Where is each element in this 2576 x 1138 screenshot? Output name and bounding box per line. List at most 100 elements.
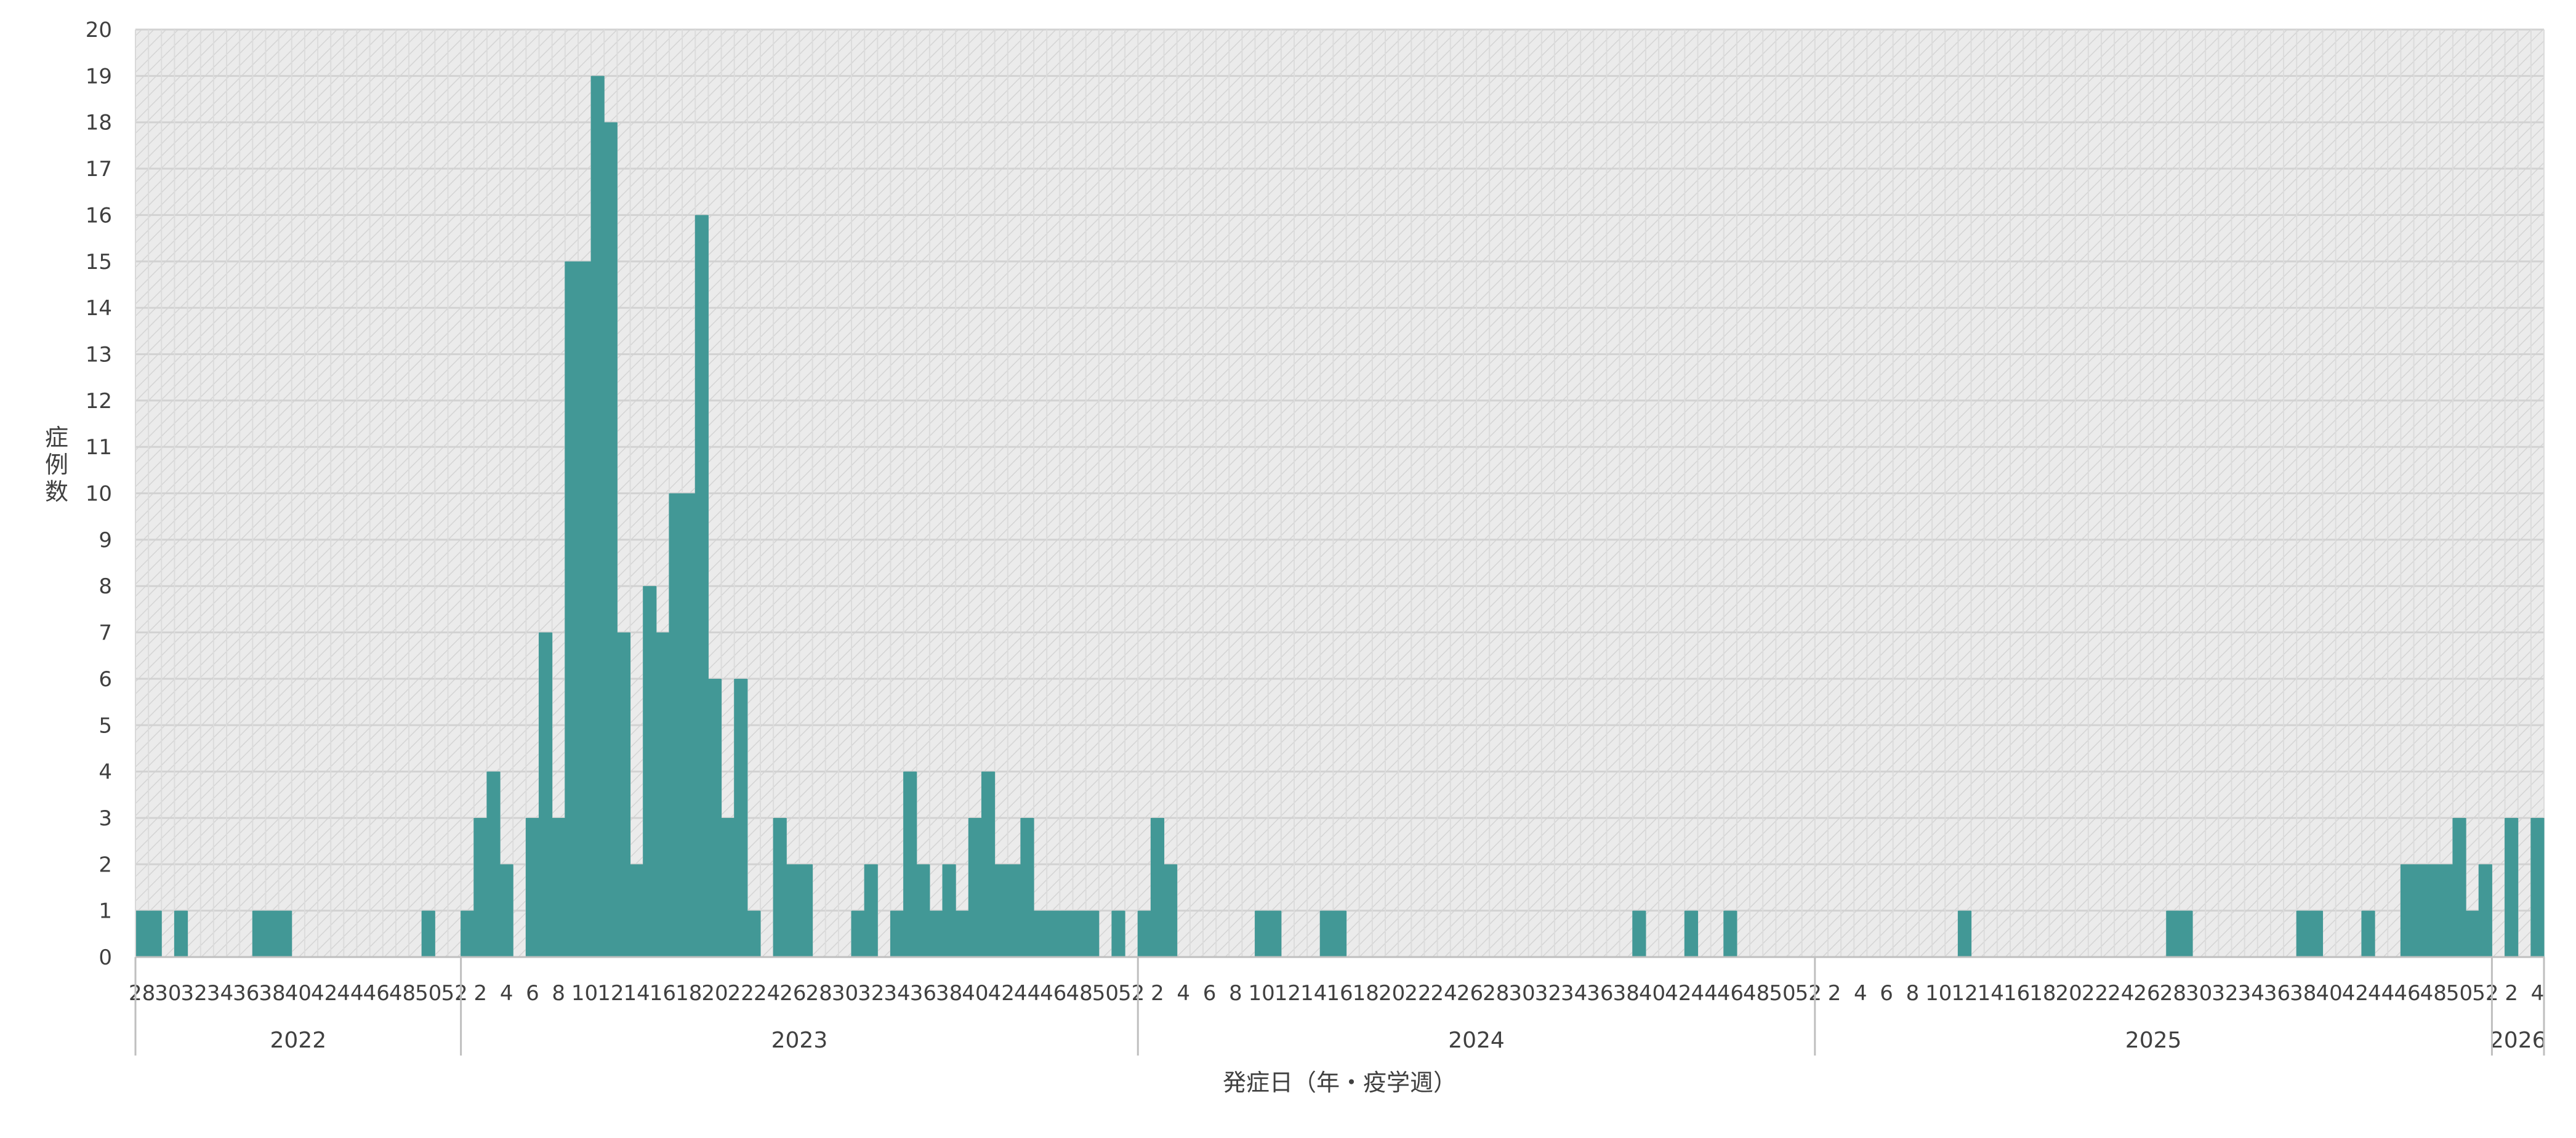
x-tick-label: 16 <box>2003 981 2030 1006</box>
x-tick-label: 24 <box>2107 981 2134 1006</box>
x-tick-label: 2 <box>1828 981 1841 1006</box>
x-tick-label: 16 <box>1326 981 1353 1006</box>
x-tick-label: 18 <box>2029 981 2056 1006</box>
bar <box>2478 864 2492 957</box>
bar <box>734 678 748 957</box>
bar <box>2505 817 2519 957</box>
bar <box>864 864 878 957</box>
bar <box>616 632 631 957</box>
x-tick-label: 38 <box>2290 981 2316 1006</box>
bar <box>656 632 670 957</box>
x-tick-label: 42 <box>311 981 337 1006</box>
x-tick-label: 28 <box>1483 981 1509 1006</box>
bar <box>473 817 488 957</box>
x-tick-label: 34 <box>2238 981 2264 1006</box>
bar <box>499 864 513 957</box>
x-tick-label: 46 <box>363 981 390 1006</box>
bar <box>903 771 917 957</box>
x-tick-label: 32 <box>1535 981 1561 1006</box>
y-tick-label: 15 <box>86 250 112 274</box>
x-tick-label: 30 <box>2186 981 2212 1006</box>
bar <box>1319 910 1334 957</box>
x-tick-label: 40 <box>962 981 988 1006</box>
bar <box>2465 910 2479 957</box>
bar <box>265 910 280 957</box>
x-tick-label: 14 <box>1978 981 2004 1006</box>
bar <box>552 817 566 957</box>
x-tick-label: 4 <box>1854 981 1867 1006</box>
bar <box>643 586 657 957</box>
y-tick-label: 17 <box>86 157 112 182</box>
bar <box>1059 910 1074 957</box>
x-tick-label: 44 <box>337 981 363 1006</box>
x-tick-label: 30 <box>832 981 858 1006</box>
x-tick-label: 28 <box>129 981 155 1006</box>
x-tick-label: 18 <box>1353 981 1379 1006</box>
x-tick-label: 48 <box>1066 981 1092 1006</box>
bar <box>890 910 904 957</box>
bar <box>955 910 969 957</box>
x-tick-label: 40 <box>285 981 312 1006</box>
bar <box>252 910 266 957</box>
bar <box>539 632 553 957</box>
x-tick-label: 46 <box>2394 981 2420 1006</box>
y-tick-label: 8 <box>99 574 112 599</box>
x-tick-label: 10 <box>571 981 598 1006</box>
bar <box>1255 910 1269 957</box>
y-tick-label: 5 <box>99 713 112 738</box>
bar <box>2296 910 2310 957</box>
x-tick-label: 4 <box>2531 981 2545 1006</box>
x-tick-label: 42 <box>1665 981 1691 1006</box>
x-tick-label: 42 <box>2342 981 2369 1006</box>
x-tick-label: 4 <box>500 981 513 1006</box>
bar <box>174 910 188 957</box>
bar <box>2361 910 2375 957</box>
bar <box>1085 910 1100 957</box>
bar <box>461 910 475 957</box>
x-tick-label: 38 <box>936 981 962 1006</box>
x-tick-label: 28 <box>2160 981 2186 1006</box>
year-label: 2022 <box>270 1028 327 1053</box>
bar <box>2309 910 2324 957</box>
bar <box>1684 910 1699 957</box>
bar <box>1268 910 1282 957</box>
bar <box>1150 817 1165 957</box>
bar <box>148 910 162 957</box>
y-tick-label: 13 <box>86 342 112 367</box>
y-tick-label: 0 <box>99 945 112 970</box>
bar <box>1073 910 1087 957</box>
y-tick-label: 9 <box>99 528 112 553</box>
bar <box>1033 910 1047 957</box>
x-tick-label: 14 <box>623 981 650 1006</box>
x-tick-label: 20 <box>2056 981 2082 1006</box>
x-tick-label: 22 <box>1404 981 1431 1006</box>
x-tick-label: 22 <box>728 981 754 1006</box>
year-label: 2026 <box>2490 1028 2546 1053</box>
bar <box>1164 864 1178 957</box>
y-tick-label: 7 <box>99 621 112 646</box>
x-tick-label: 50 <box>2446 981 2473 1006</box>
x-tick-label: 50 <box>1092 981 1119 1006</box>
x-tick-label: 38 <box>1613 981 1640 1006</box>
bar <box>682 493 696 957</box>
bar <box>135 910 149 957</box>
bar <box>1111 910 1125 957</box>
y-tick-label: 14 <box>86 296 112 321</box>
x-tick-label: 6 <box>1880 981 1893 1006</box>
x-tick-label: 4 <box>1177 981 1190 1006</box>
bar <box>525 817 540 957</box>
x-tick-label: 24 <box>754 981 780 1006</box>
bar <box>2426 864 2441 957</box>
bar <box>773 817 787 957</box>
x-tick-label: 36 <box>1587 981 1613 1006</box>
y-tick-label: 19 <box>86 64 112 89</box>
x-tick-label: 52 <box>1795 981 1822 1006</box>
x-tick-label: 12 <box>1951 981 1978 1006</box>
x-tick-label: 32 <box>2212 981 2238 1006</box>
x-tick-label: 32 <box>858 981 884 1006</box>
x-axis-title: 発症日（年・疫学週） <box>1223 1069 1457 1096</box>
y-tick-label: 2 <box>99 852 112 877</box>
bar <box>786 864 800 957</box>
